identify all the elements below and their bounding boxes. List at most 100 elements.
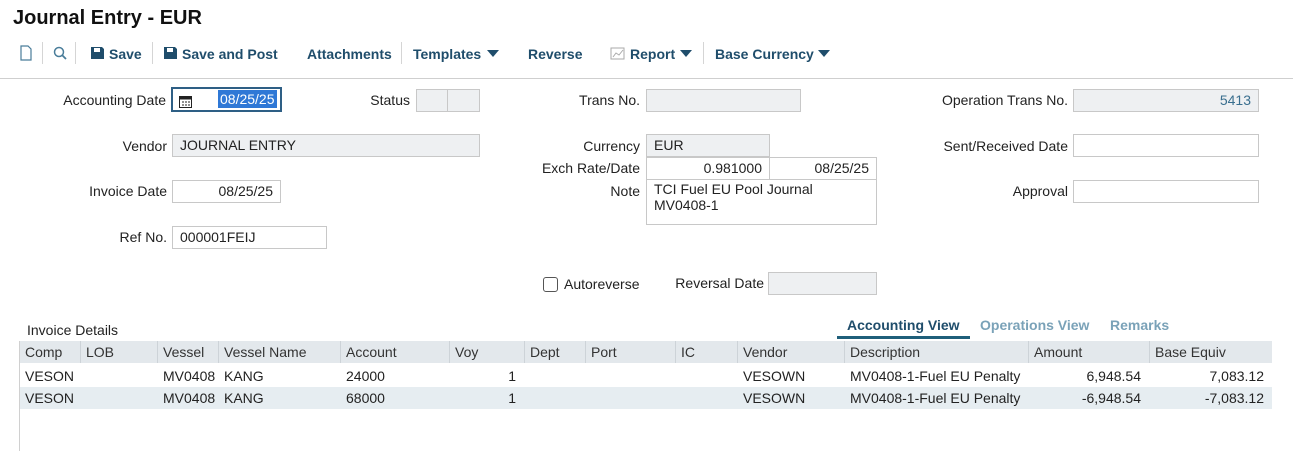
column-divider (844, 341, 845, 363)
field-label: Invoice Date (89, 183, 167, 199)
reverse-button[interactable]: Reverse (528, 46, 583, 62)
dropdown-carets (487, 47, 830, 60)
column-header: Description (850, 344, 921, 360)
field-label: Note (610, 183, 640, 199)
toolbar-icons (20, 45, 177, 61)
sent-received-date-input[interactable] (1073, 134, 1259, 157)
table-cell: -6,948.54 (1081, 390, 1141, 406)
table-cell: 68000 (346, 390, 385, 406)
column-divider (218, 341, 219, 363)
separator (152, 42, 153, 64)
save-button[interactable]: Save (109, 46, 142, 62)
table-cell: VESOWN (743, 368, 806, 384)
field-label: Exch Rate/Date (541, 160, 640, 176)
field-label: Status (370, 92, 410, 108)
column-header: Dept (530, 344, 560, 360)
field-label: Operation Trans No. (941, 92, 1068, 108)
approval-input[interactable] (1073, 180, 1259, 203)
field-label: Ref No. (119, 229, 167, 245)
column-header: Port (591, 344, 617, 360)
table-cell: 1 (508, 368, 516, 384)
note-input[interactable]: TCI Fuel EU Pool Journal MV0408-1 (646, 179, 877, 225)
separator (401, 42, 402, 64)
templates-button[interactable]: Templates (413, 46, 482, 62)
table-cell: -7,083.12 (1204, 390, 1264, 406)
table-cell: KANG (224, 390, 264, 406)
attachments-button[interactable]: Attachments (307, 46, 392, 62)
table-cell: VESOWN (743, 390, 806, 406)
table-cell: VESON (25, 368, 75, 384)
section-title: Invoice Details (27, 322, 119, 338)
separator (75, 42, 76, 64)
field-label: Trans No. (579, 92, 640, 108)
accounting-date-input[interactable]: 08/25/25 (171, 87, 282, 112)
table-cell: 1 (508, 390, 516, 406)
column-divider (1149, 341, 1150, 363)
column-header: Comp (25, 344, 63, 360)
column-header: Vendor (743, 344, 788, 360)
save-and-post-button[interactable]: Save and Post (182, 46, 278, 62)
field-label: Vendor (122, 138, 167, 154)
base-currency-button[interactable]: Base Currency (715, 46, 814, 62)
table-cell: 6,948.54 (1086, 368, 1142, 384)
field-label: Accounting Date (63, 92, 166, 108)
column-divider (449, 341, 450, 363)
tab[interactable]: Remarks (1110, 317, 1170, 333)
operation-trans-no-input[interactable]: 5413 (1073, 89, 1259, 112)
column-header: Base Equiv (1155, 344, 1226, 360)
column-header: Vessel (163, 344, 205, 360)
table-cell: 7,083.12 (1209, 368, 1265, 384)
exch-date-input[interactable]: 08/25/25 (769, 157, 877, 180)
table-cell: MV0408-1-Fuel EU Penalty (850, 368, 1021, 384)
column-header: Vessel Name (224, 344, 307, 360)
report-button[interactable]: Report (630, 46, 676, 62)
field-label: Autoreverse (564, 276, 640, 292)
column-header: Amount (1034, 344, 1083, 360)
column-divider (585, 341, 586, 363)
trans-no-input[interactable] (646, 89, 801, 112)
ref-no-input[interactable]: 000001FEIJ (172, 226, 327, 249)
column-divider (340, 341, 341, 363)
column-divider (1028, 341, 1029, 363)
currency-input[interactable]: EUR (646, 134, 770, 157)
table-cell: 24000 (346, 368, 385, 384)
table-header (19, 341, 1272, 363)
vendor-input[interactable]: JOURNAL ENTRY (172, 134, 480, 157)
note-text: TCI Fuel EU Pool Journal MV0408-1 (654, 181, 813, 213)
row-stripe (19, 387, 1272, 409)
column-divider (524, 341, 525, 363)
invoice-date-input[interactable]: 08/25/25 (172, 180, 281, 203)
exch-rate-input[interactable]: 0.981000 (646, 157, 770, 180)
column-divider (157, 341, 158, 363)
separator (42, 42, 43, 64)
column-header: Voy (455, 344, 479, 360)
table-border (19, 341, 20, 451)
status-input[interactable] (416, 89, 448, 112)
tab[interactable]: Accounting View (847, 317, 960, 333)
field-label: Currency (583, 138, 640, 154)
separator (703, 42, 704, 64)
page-title: Journal Entry - EUR (13, 7, 202, 29)
column-divider (737, 341, 738, 363)
table-cell: MV0408-1-Fuel EU Penalty (850, 390, 1021, 406)
toolbar-border (0, 78, 1293, 79)
table-cell: VESON (25, 390, 75, 406)
table-cell: MV0408 (163, 390, 216, 406)
tab-underline (837, 336, 970, 339)
reversal-date-input[interactable] (768, 272, 877, 295)
column-divider (675, 341, 676, 363)
column-header: Account (346, 344, 397, 360)
calendar-icon (179, 96, 192, 108)
table-cell: KANG (224, 368, 264, 384)
status-input[interactable] (447, 89, 480, 112)
column-divider (80, 341, 81, 363)
column-header: LOB (86, 344, 115, 360)
table-cell: MV0408 (163, 368, 216, 384)
input-value: 08/25/25 (218, 90, 277, 108)
column-header: IC (681, 344, 695, 360)
tab[interactable]: Operations View (980, 317, 1090, 333)
autoreverse-checkbox[interactable] (543, 277, 558, 292)
field-label: Approval (1012, 183, 1068, 199)
field-label: Sent/Received Date (943, 138, 1068, 154)
